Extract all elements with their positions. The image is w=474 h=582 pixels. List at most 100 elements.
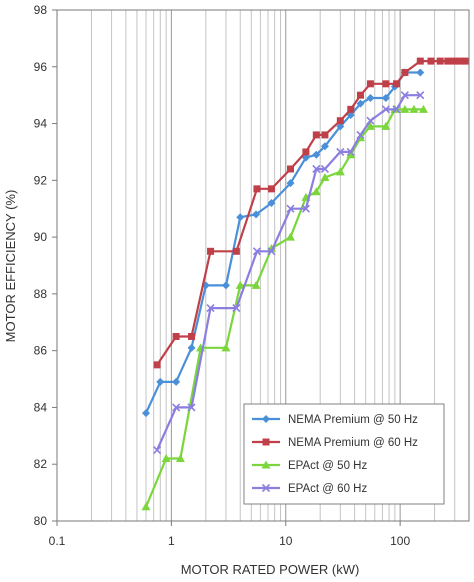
series-group (141, 57, 470, 511)
x-axis-title: MOTOR RATED POWER (kW) (181, 562, 360, 577)
data-point (253, 185, 261, 193)
data-point (346, 150, 356, 159)
data-point (252, 247, 262, 256)
data-point (366, 94, 375, 103)
data-point (312, 131, 320, 139)
data-point (347, 105, 355, 113)
axes: 80 82 84 86 88 90 92 94 96 98 0.1 1 10 100 (34, 3, 470, 548)
data-point (381, 94, 390, 103)
legend-item: NEMA Premium @ 60 Hz (252, 437, 418, 449)
data-point (301, 204, 310, 213)
data-point (456, 57, 464, 65)
data-point (252, 210, 261, 219)
data-point (262, 438, 270, 446)
y-tick-label: 90 (34, 230, 48, 244)
legend-item: NEMA Premium @ 50 Hz (252, 414, 418, 426)
y-tick-label: 82 (34, 457, 48, 471)
x-tick-label: 100 (390, 534, 410, 548)
data-point (321, 131, 329, 139)
data-point (320, 142, 329, 151)
data-point (206, 304, 215, 313)
data-point (236, 213, 245, 222)
y-tick-label: 84 (34, 400, 48, 414)
y-tick-label: 80 (34, 514, 48, 528)
data-point (320, 164, 329, 174)
data-point (366, 80, 374, 88)
data-point (336, 147, 345, 157)
y-tick-label: 98 (34, 3, 48, 17)
data-point (312, 150, 321, 159)
data-point (285, 232, 295, 241)
data-point (400, 104, 410, 113)
legend-label: NEMA Premium @ 50 Hz (288, 414, 418, 426)
y-tick-label: 88 (34, 287, 48, 301)
data-point (261, 460, 271, 469)
x-tick-label: 10 (279, 534, 293, 548)
y-tick-label: 86 (34, 344, 48, 358)
series-epact-60-hz (153, 91, 425, 455)
legend-label: EPAct @ 50 Hz (288, 460, 367, 472)
data-point (267, 185, 275, 193)
data-point (444, 57, 452, 65)
data-point (267, 247, 276, 256)
x-tick-label: 0.1 (49, 534, 66, 548)
data-point (235, 280, 245, 289)
data-point (416, 91, 425, 100)
data-point (172, 377, 181, 386)
data-point (381, 105, 390, 114)
series-nema-premium-50-hz (142, 68, 425, 418)
data-point (416, 57, 424, 65)
data-point (346, 147, 355, 157)
legend-label: NEMA Premium @ 60 Hz (288, 437, 418, 449)
data-point (172, 332, 180, 340)
data-point (320, 172, 330, 181)
data-point (187, 403, 196, 412)
y-tick-label: 96 (34, 60, 48, 74)
data-point (312, 164, 321, 174)
data-point (416, 68, 425, 77)
data-point (261, 483, 271, 493)
y-axis-title: MOTOR EFFICIENCY (%) (3, 190, 18, 343)
data-point (207, 247, 215, 255)
data-point (141, 502, 151, 511)
data-point (382, 80, 390, 88)
data-point (286, 179, 295, 188)
data-point (156, 377, 165, 386)
data-point (251, 280, 261, 289)
data-point (311, 187, 321, 196)
data-point (286, 165, 294, 173)
data-point (232, 247, 240, 255)
data-point (175, 454, 185, 463)
data-point (356, 99, 365, 108)
data-point (462, 57, 470, 65)
data-point (436, 57, 444, 65)
data-point (356, 130, 365, 139)
legend: NEMA Premium @ 50 Hz NEMA Premium @ 60 Hz… (243, 403, 445, 505)
data-point (172, 403, 181, 412)
data-point (286, 204, 295, 213)
data-point (161, 454, 171, 463)
data-point (336, 117, 344, 125)
data-point (267, 199, 276, 208)
y-tick-label: 92 (34, 173, 48, 187)
data-point (427, 57, 435, 65)
data-point (188, 332, 196, 340)
data-point (187, 343, 196, 352)
data-point (153, 361, 161, 369)
data-point (393, 80, 401, 88)
data-point (336, 122, 345, 131)
data-point (221, 343, 231, 352)
legend-item: EPAct @ 60 Hz (252, 483, 367, 495)
data-point (366, 116, 375, 125)
data-point (356, 91, 364, 99)
data-point (392, 105, 401, 114)
data-point (302, 148, 310, 156)
data-point (409, 104, 419, 113)
data-point (142, 409, 151, 418)
data-point (450, 57, 458, 65)
data-point (401, 68, 409, 76)
y-tick-label: 94 (34, 117, 48, 131)
legend-item: EPAct @ 50 Hz (252, 460, 367, 472)
data-point (232, 304, 241, 313)
